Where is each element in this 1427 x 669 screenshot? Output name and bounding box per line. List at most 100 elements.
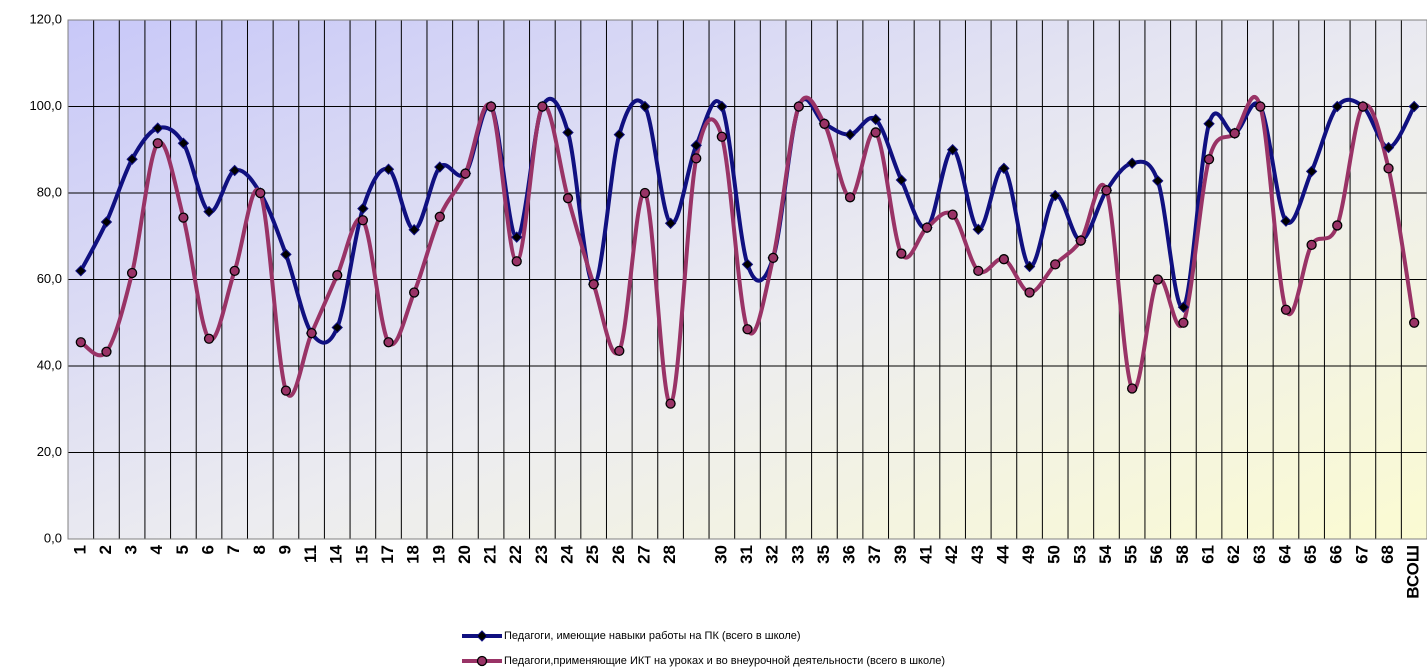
data-point xyxy=(691,153,702,164)
data-point xyxy=(100,216,113,228)
data-point xyxy=(126,153,138,165)
legend-marker xyxy=(476,630,488,642)
data-point xyxy=(383,337,394,348)
data-point xyxy=(614,345,625,357)
y-tick-label: 80,0 xyxy=(37,184,62,199)
data-point xyxy=(998,162,1010,175)
data-point xyxy=(690,139,702,152)
data-point xyxy=(75,265,87,277)
data-point xyxy=(1408,100,1420,113)
x-tick-label: 5 xyxy=(173,545,192,554)
data-point xyxy=(331,321,343,334)
data-point xyxy=(203,333,215,344)
x-tick-label: 64 xyxy=(1275,544,1294,563)
data-point xyxy=(1382,141,1395,154)
x-tick-label: 24 xyxy=(557,544,576,563)
x-tick-label: 17 xyxy=(378,545,397,564)
data-point xyxy=(921,222,933,233)
x-tick-label: 15 xyxy=(352,545,371,564)
x-tick-label: 28 xyxy=(660,545,679,564)
series-line xyxy=(79,95,1417,406)
data-point xyxy=(1177,301,1190,313)
data-point xyxy=(511,231,523,243)
data-point xyxy=(178,212,189,223)
data-point xyxy=(562,126,574,139)
x-tick-label: 14 xyxy=(327,544,346,563)
data-point xyxy=(152,122,164,134)
y-tick-label: 0,0 xyxy=(44,530,62,545)
x-tick-label: 56 xyxy=(1147,545,1166,564)
data-point xyxy=(357,202,369,215)
y-tick-label: 100,0 xyxy=(29,98,62,113)
data-point xyxy=(1075,235,1086,246)
data-point xyxy=(255,187,266,199)
x-tick-label: 68 xyxy=(1378,545,1397,564)
data-point xyxy=(408,224,420,236)
x-tick-label: 39 xyxy=(891,545,910,564)
x-tick-label: 41 xyxy=(916,545,935,564)
x-tick-label: 36 xyxy=(840,545,859,564)
x-tick-label: 65 xyxy=(1301,545,1320,564)
data-point xyxy=(716,100,728,113)
x-tick-label: 3 xyxy=(122,545,141,554)
x-tick-label: 61 xyxy=(1199,545,1218,564)
data-point xyxy=(101,346,112,357)
data-point xyxy=(870,127,881,138)
data-point xyxy=(1126,383,1138,394)
y-tick-label: 40,0 xyxy=(37,357,62,372)
x-tick-label: 7 xyxy=(224,545,243,554)
data-point xyxy=(1229,128,1240,139)
data-point xyxy=(844,192,856,203)
data-point xyxy=(485,101,497,112)
data-point xyxy=(280,385,292,396)
x-tick-label: 63 xyxy=(1250,545,1269,564)
data-point xyxy=(1023,260,1036,273)
data-point xyxy=(665,398,676,409)
x-tick-label: 50 xyxy=(1045,545,1064,564)
data-point xyxy=(793,101,804,112)
x-tick-label: 8 xyxy=(250,545,269,554)
data-point xyxy=(998,254,1010,265)
data-point xyxy=(767,252,779,264)
data-point xyxy=(947,209,958,220)
data-point xyxy=(75,337,86,348)
data-point xyxy=(203,205,215,218)
x-tick-label: 25 xyxy=(583,545,602,564)
data-point xyxy=(1203,154,1215,165)
data-point xyxy=(844,128,856,141)
x-tick-label: 21 xyxy=(481,545,500,564)
data-point xyxy=(742,324,753,335)
x-tick-label: 54 xyxy=(1096,544,1115,563)
data-point xyxy=(639,187,651,199)
data-point xyxy=(280,248,292,261)
data-point xyxy=(1305,165,1318,178)
data-point xyxy=(306,327,317,339)
data-point xyxy=(972,223,984,236)
y-tick-label: 120,0 xyxy=(29,11,62,26)
data-point xyxy=(819,118,830,129)
x-tick-label: 62 xyxy=(1224,545,1243,564)
data-point xyxy=(639,100,651,113)
data-point xyxy=(1203,118,1215,130)
x-tick-label: 43 xyxy=(968,545,987,564)
x-tick-label: 31 xyxy=(737,545,756,564)
plot-border xyxy=(67,19,1427,540)
data-point xyxy=(1126,157,1138,169)
y-tick-label: 60,0 xyxy=(37,271,62,286)
data-point xyxy=(896,248,907,259)
data-point xyxy=(716,131,728,142)
data-point xyxy=(1332,220,1343,231)
x-tick-label: 49 xyxy=(1019,545,1038,564)
x-tick-label: 9 xyxy=(275,545,294,554)
x-tick-label: 42 xyxy=(942,545,961,564)
data-point xyxy=(1331,100,1343,113)
x-tick-label: ВСОШ xyxy=(1404,545,1423,599)
x-tick-label: 19 xyxy=(429,545,448,564)
data-point xyxy=(1152,274,1163,285)
x-tick-label: 44 xyxy=(993,544,1012,563)
data-point xyxy=(664,217,677,229)
x-tick-label: 32 xyxy=(763,545,782,564)
x-tick-label: 4 xyxy=(147,544,166,554)
x-tick-label: 2 xyxy=(96,545,115,554)
data-point xyxy=(870,113,882,126)
